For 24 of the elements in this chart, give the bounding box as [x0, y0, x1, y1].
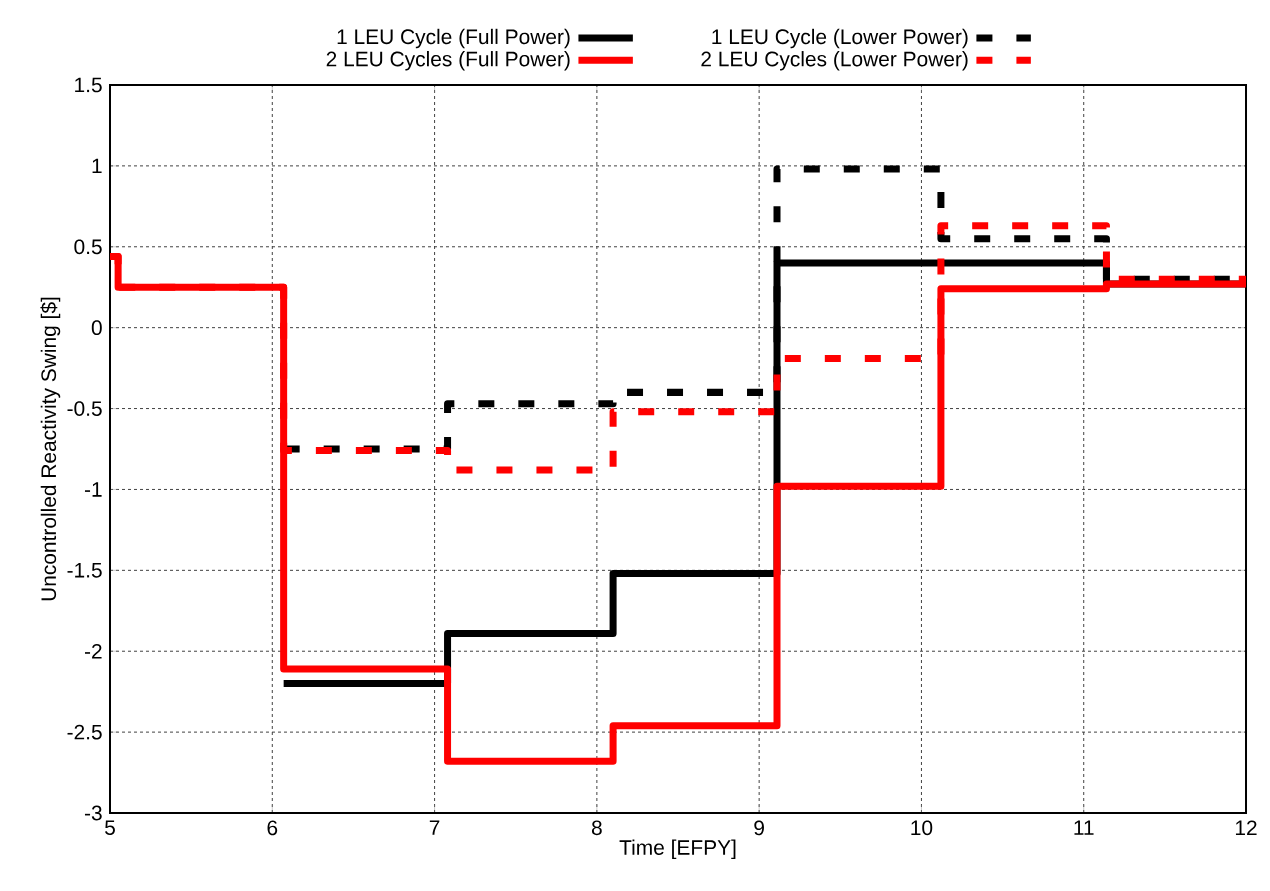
- legend-label: 1 LEU Cycle (Full Power): [337, 28, 570, 49]
- y-tick-label: -3: [84, 805, 102, 821]
- legend-label: 1 LEU Cycle (Lower Power): [712, 28, 968, 49]
- y-tick-label: 1: [92, 158, 102, 174]
- y-tick-label: 0: [91, 320, 102, 336]
- x-tick-label: 10: [911, 820, 933, 836]
- x-tick-label: 12: [1235, 820, 1257, 835]
- x-tick-label: 8: [591, 820, 602, 836]
- x-tick-label: 11: [1074, 820, 1094, 835]
- x-tick-label: 6: [267, 820, 278, 836]
- x-axis-title: Time [EFPY]: [619, 839, 736, 860]
- y-tick-label: -1: [84, 482, 102, 497]
- y-tick-label: -0.5: [67, 401, 102, 416]
- legend-label: 2 LEU Cycles (Lower Power): [701, 51, 968, 71]
- y-tick-label: 1.5: [75, 77, 102, 93]
- x-tick-label: 9: [754, 820, 764, 836]
- y-tick-label: -1.5: [67, 563, 102, 578]
- y-tick-label: -2: [84, 643, 102, 659]
- y-tick-label: -2.5: [67, 724, 102, 740]
- x-tick-label: 7: [429, 820, 440, 835]
- y-axis-title: Uncontrolled Reactivity Swing [$]: [40, 297, 61, 601]
- y-tick-label: 0.5: [74, 239, 102, 255]
- x-tick-label: 5: [105, 820, 115, 835]
- legend-label: 2 LEU Cycles (Full Power): [326, 51, 570, 71]
